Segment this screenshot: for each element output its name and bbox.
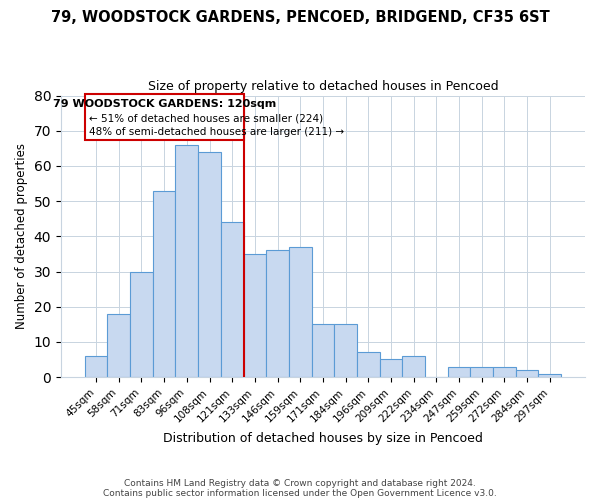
Bar bbox=[448, 366, 470, 377]
Bar bbox=[470, 366, 493, 377]
Bar bbox=[493, 366, 516, 377]
Bar bbox=[107, 314, 130, 377]
Title: Size of property relative to detached houses in Pencoed: Size of property relative to detached ho… bbox=[148, 80, 498, 93]
Text: 79, WOODSTOCK GARDENS, PENCOED, BRIDGEND, CF35 6ST: 79, WOODSTOCK GARDENS, PENCOED, BRIDGEND… bbox=[50, 10, 550, 25]
Text: ← 51% of detached houses are smaller (224): ← 51% of detached houses are smaller (22… bbox=[89, 113, 323, 123]
Bar bbox=[538, 374, 561, 377]
Bar bbox=[175, 145, 198, 377]
Bar bbox=[198, 152, 221, 377]
FancyBboxPatch shape bbox=[85, 94, 244, 140]
Bar bbox=[221, 222, 244, 377]
Bar bbox=[311, 324, 334, 377]
Bar bbox=[85, 356, 107, 377]
Bar bbox=[153, 190, 175, 377]
Y-axis label: Number of detached properties: Number of detached properties bbox=[15, 144, 28, 330]
Bar bbox=[266, 250, 289, 377]
Text: Contains HM Land Registry data © Crown copyright and database right 2024.: Contains HM Land Registry data © Crown c… bbox=[124, 478, 476, 488]
Bar bbox=[289, 247, 311, 377]
Text: Contains public sector information licensed under the Open Government Licence v3: Contains public sector information licen… bbox=[103, 488, 497, 498]
Text: 48% of semi-detached houses are larger (211) →: 48% of semi-detached houses are larger (… bbox=[89, 127, 344, 137]
Bar bbox=[130, 272, 153, 377]
Bar bbox=[334, 324, 357, 377]
X-axis label: Distribution of detached houses by size in Pencoed: Distribution of detached houses by size … bbox=[163, 432, 483, 445]
Bar bbox=[244, 254, 266, 377]
Bar bbox=[357, 352, 380, 377]
Bar bbox=[403, 356, 425, 377]
Bar bbox=[380, 360, 403, 377]
Bar bbox=[516, 370, 538, 377]
Text: 79 WOODSTOCK GARDENS: 120sqm: 79 WOODSTOCK GARDENS: 120sqm bbox=[53, 99, 276, 109]
